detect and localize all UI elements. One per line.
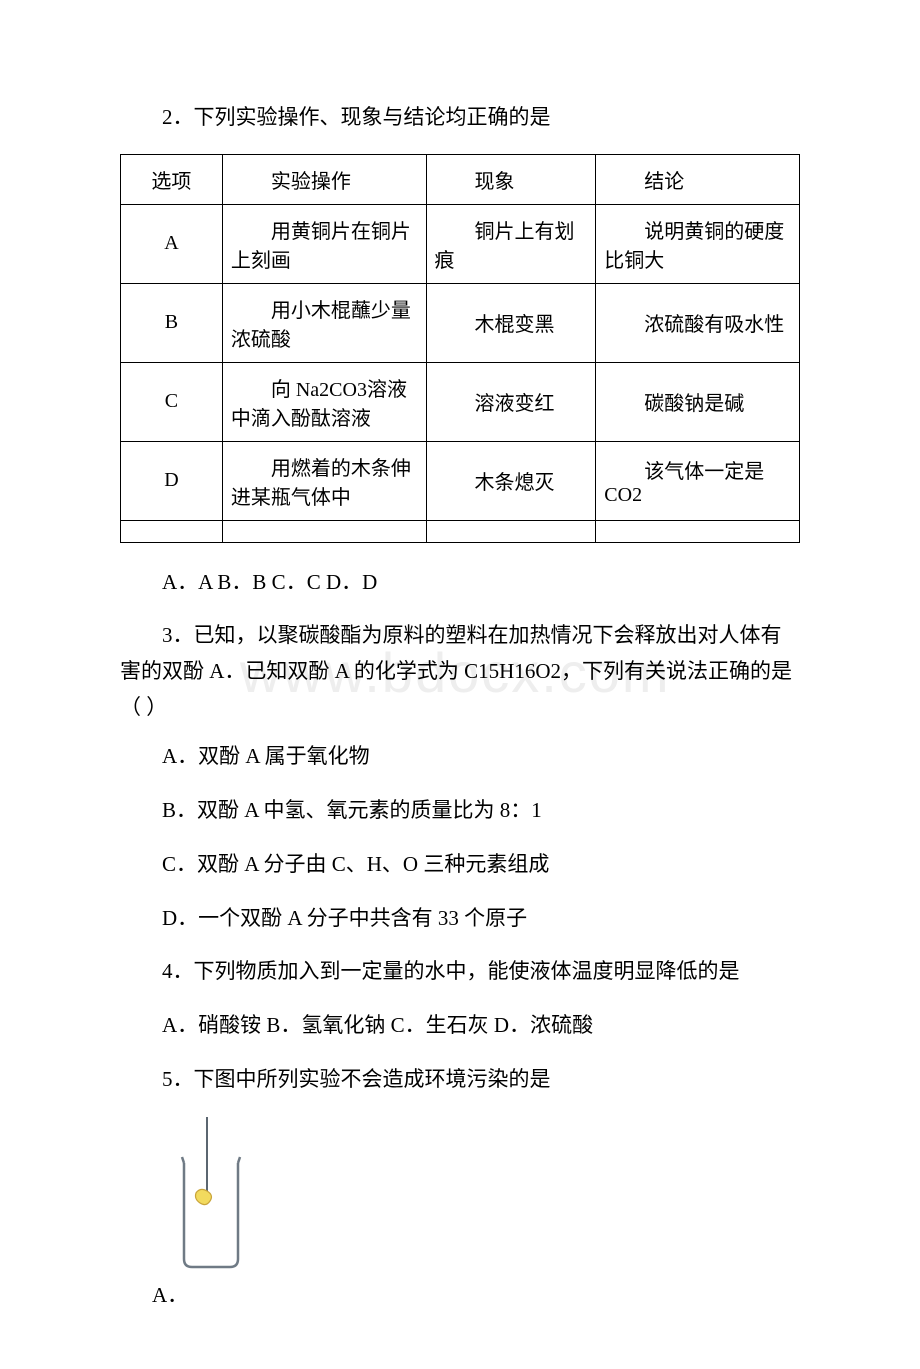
cell-con: 说明黄铜的硬度比铜大	[596, 204, 800, 283]
table-row: D 用燃着的木条伸进某瓶气体中 木条熄灭 该气体一定是 CO2	[121, 441, 800, 520]
cell-opt: C	[121, 362, 223, 441]
cell-opt: D	[121, 441, 223, 520]
q3-optC: C．双酚 A 分子由 C、H、O 三种元素组成	[120, 847, 800, 883]
jar-icon	[152, 1115, 262, 1275]
q2-th-con: 结论	[596, 154, 800, 204]
cell-opt: B	[121, 283, 223, 362]
q2-answers: A．A B．B C．C D．D	[120, 565, 800, 601]
q5-text: 5．下图中所列实验不会造成环境污染的是	[120, 1062, 800, 1098]
cell-con: 该气体一定是 CO2	[596, 441, 800, 520]
cell-ph: 木条熄灭	[426, 441, 596, 520]
cell-opt: A	[121, 204, 223, 283]
q5-figA-label: A．	[152, 1279, 800, 1309]
flame-icon	[196, 1190, 212, 1205]
cell-op: 用黄铜片在铜片上刻画	[222, 204, 426, 283]
cell-con: 浓硫酸有吸水性	[596, 283, 800, 362]
q3-text: 3．已知，以聚碳酸酯为原料的塑料在加热情况下会释放出对人体有害的双酚 A．已知双…	[120, 618, 800, 725]
jar-lip	[182, 1157, 240, 1163]
cell-con: 碳酸钠是碱	[596, 362, 800, 441]
jar-body	[184, 1163, 238, 1267]
q2-table: 选项 实验操作 现象 结论 A 用黄铜片在铜片上刻画 铜片上有划痕 说明黄铜的硬…	[120, 154, 800, 543]
table-row-empty	[121, 520, 800, 542]
table-row: C 向 Na2CO3溶液中滴入酚酞溶液 溶液变红 碳酸钠是碱	[121, 362, 800, 441]
q4-answers: A．硝酸铵 B．氢氧化钠 C．生石灰 D．浓硫酸	[120, 1008, 800, 1044]
q2-text: 2．下列实验操作、现象与结论均正确的是	[120, 100, 800, 136]
table-row: A 用黄铜片在铜片上刻画 铜片上有划痕 说明黄铜的硬度比铜大	[121, 204, 800, 283]
q4-text: 4．下列物质加入到一定量的水中，能使液体温度明显降低的是	[120, 954, 800, 990]
cell-op: 用小木棍蘸少量浓硫酸	[222, 283, 426, 362]
cell-ph: 溶液变红	[426, 362, 596, 441]
q2-th-op: 实验操作	[222, 154, 426, 204]
q2-th-option: 选项	[121, 154, 223, 204]
q3-optB: B．双酚 A 中氢、氧元素的质量比为 8：1	[120, 793, 800, 829]
table-row: B 用小木棍蘸少量浓硫酸 木棍变黑 浓硫酸有吸水性	[121, 283, 800, 362]
cell-op: 向 Na2CO3溶液中滴入酚酞溶液	[222, 362, 426, 441]
cell-ph: 铜片上有划痕	[426, 204, 596, 283]
q2-th-ph: 现象	[426, 154, 596, 204]
cell-op: 用燃着的木条伸进某瓶气体中	[222, 441, 426, 520]
q3-optD: D．一个双酚 A 分子中共含有 33 个原子	[120, 901, 800, 937]
q5-figure: A．	[152, 1115, 800, 1309]
cell-ph: 木棍变黑	[426, 283, 596, 362]
q3-optA: A．双酚 A 属于氧化物	[120, 739, 800, 775]
